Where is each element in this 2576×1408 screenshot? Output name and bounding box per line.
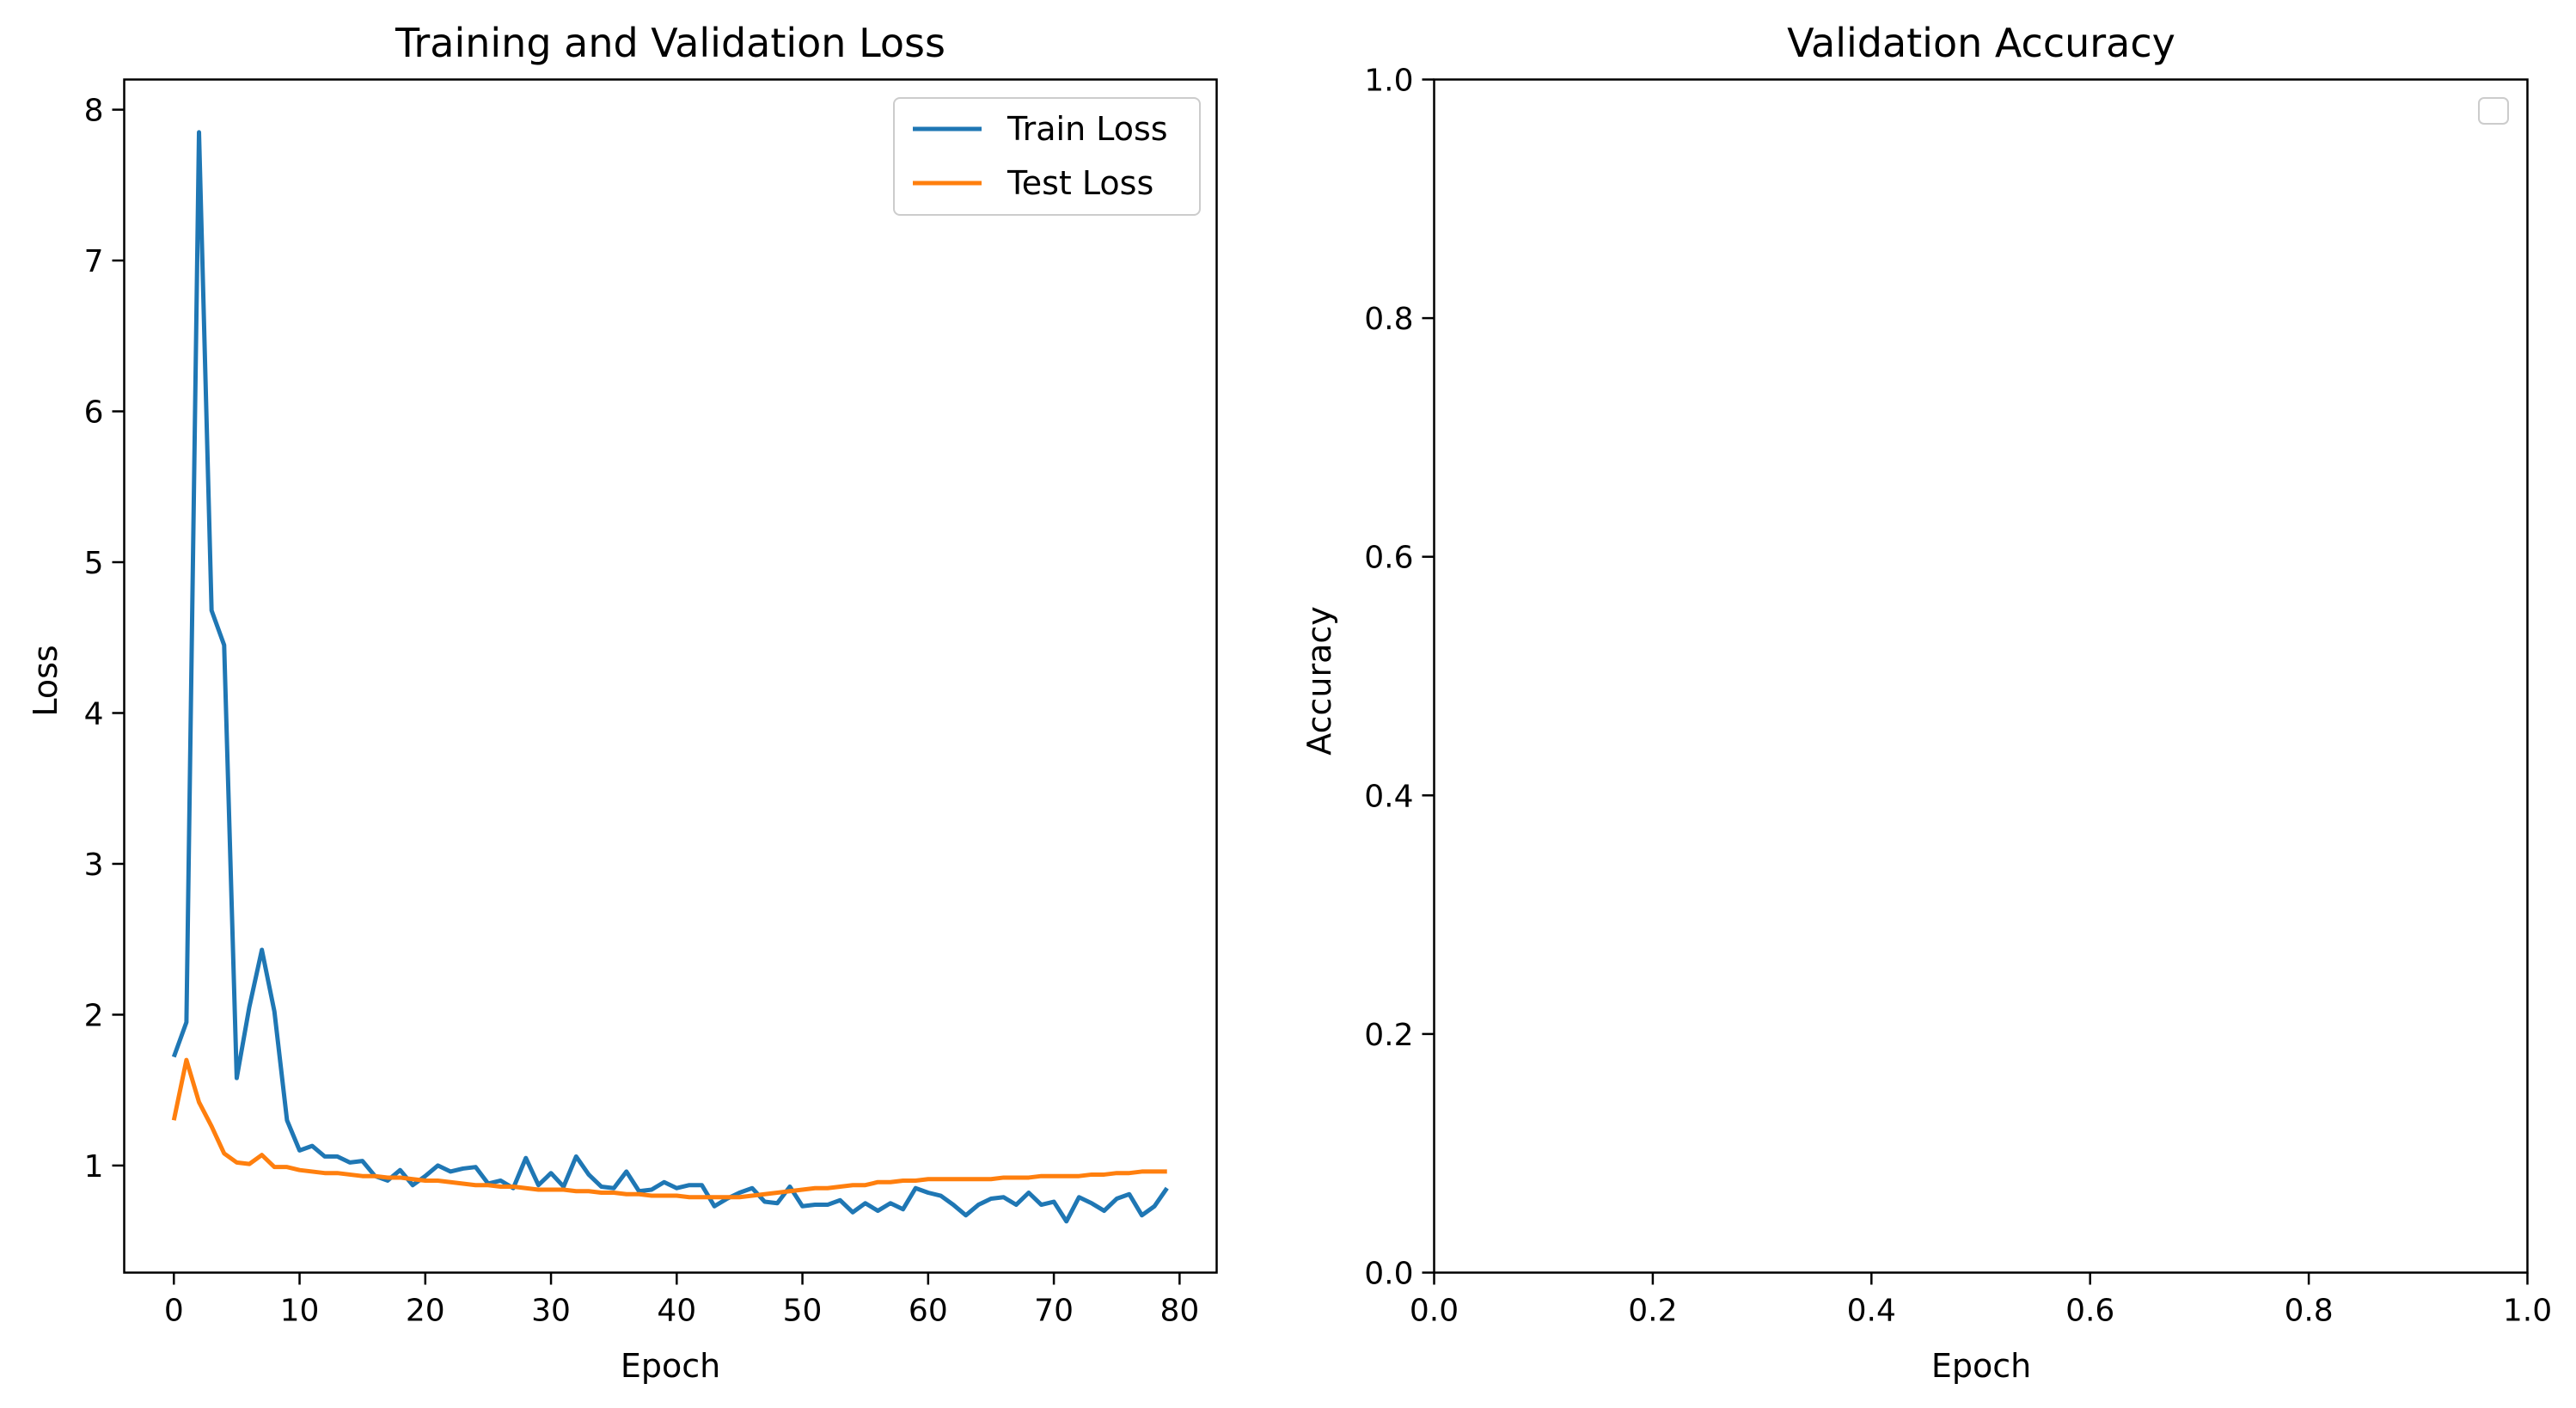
loss-legend-test-label: Test Loss — [1007, 164, 1153, 202]
accuracy-y-axis-ticks: 0.0 0.2 0.4 0.6 0.8 1.0 — [1364, 64, 1435, 1292]
loss-x-tick-label: 80 — [1160, 1294, 1199, 1329]
loss-x-axis-label: Epoch — [621, 1347, 720, 1385]
loss-x-tick-label: 70 — [1034, 1294, 1074, 1329]
loss-y-tick-label: 7 — [84, 244, 104, 279]
accuracy-x-tick-label: 0.4 — [1847, 1294, 1896, 1329]
accuracy-y-axis-label: Accuracy — [1300, 606, 1338, 756]
accuracy-x-tick-label: 1.0 — [2503, 1294, 2552, 1329]
accuracy-x-tick-label: 0.8 — [2284, 1294, 2333, 1329]
loss-y-tick-label: 6 — [84, 395, 104, 431]
loss-x-tick-label: 10 — [280, 1294, 320, 1329]
loss-plot-area — [171, 130, 1169, 1224]
accuracy-y-tick-label: 0.4 — [1364, 779, 1413, 814]
accuracy-x-tick-label: 0.2 — [1628, 1294, 1677, 1329]
loss-y-tick-label: 1 — [84, 1149, 104, 1185]
loss-y-tick-label: 4 — [84, 696, 104, 732]
loss-y-axis-ticks: 1 2 3 4 5 6 7 8 — [84, 94, 125, 1185]
loss-axes-frame — [123, 78, 1218, 1274]
loss-x-tick-label: 30 — [531, 1294, 571, 1329]
loss-x-tick-label: 20 — [406, 1294, 445, 1329]
accuracy-axes-frame — [1433, 78, 2529, 1274]
loss-y-tick-label: 8 — [84, 94, 104, 129]
accuracy-x-tick-label: 0.0 — [1410, 1294, 1459, 1329]
loss-y-axis-label: Loss — [27, 645, 64, 716]
loss-legend-train-label: Train Loss — [1007, 110, 1168, 148]
loss-legend: Train Loss Test Loss — [893, 97, 1201, 216]
accuracy-legend-box — [2478, 97, 2509, 125]
loss-chart-title: Training and Validation Loss — [395, 20, 945, 66]
accuracy-x-tick-label: 0.6 — [2065, 1294, 2114, 1329]
loss-y-tick-label: 2 — [84, 998, 104, 1033]
accuracy-y-tick-label: 0.8 — [1364, 302, 1413, 337]
accuracy-y-tick-label: 0.2 — [1364, 1018, 1413, 1053]
accuracy-y-tick-label: 0.0 — [1364, 1257, 1413, 1292]
accuracy-x-axis-ticks: 0.0 0.2 0.4 0.6 0.8 1.0 — [1410, 1272, 2552, 1329]
loss-chart: Training and Validation Loss 0 10 20 30 40 50… — [27, 20, 1218, 1385]
loss-x-tick-label: 40 — [657, 1294, 696, 1329]
loss-x-tick-label: 50 — [783, 1294, 823, 1329]
loss-x-tick-label: 60 — [909, 1294, 948, 1329]
accuracy-chart: Validation Accuracy 0.0 0.2 0.4 0.6 0.8 1.0 0… — [1300, 20, 2552, 1385]
loss-y-tick-label: 5 — [84, 546, 104, 581]
accuracy-x-axis-label: Epoch — [1931, 1347, 2031, 1385]
series-line-train-loss — [171, 130, 1169, 1224]
accuracy-y-tick-label: 0.6 — [1364, 541, 1413, 576]
loss-x-axis-ticks: 0 10 20 30 40 50 60 70 80 — [164, 1272, 1199, 1329]
loss-y-tick-label: 3 — [84, 848, 104, 883]
accuracy-y-tick-label: 1.0 — [1364, 64, 1413, 99]
accuracy-chart-title: Validation Accuracy — [1787, 20, 2175, 66]
series-line-test-loss — [171, 1057, 1167, 1200]
loss-x-tick-label: 0 — [164, 1294, 184, 1329]
